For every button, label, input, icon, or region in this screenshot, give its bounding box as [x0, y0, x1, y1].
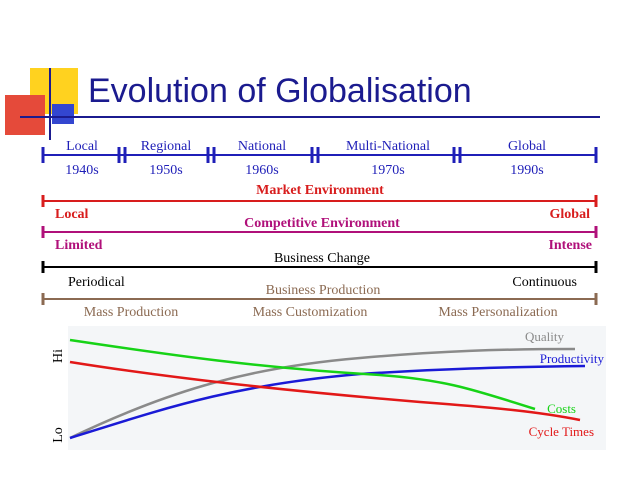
series-line-cycle-times: [69, 360, 581, 422]
timeline: Local 1940s Regional 1950s National 1960…: [41, 139, 598, 178]
series-label-costs: Costs: [547, 401, 576, 416]
era-name-regional: Regional: [141, 139, 192, 154]
spectrum-business-change: Business Change Periodical Continuous: [41, 251, 598, 290]
spectrum-competitive-environment: Competitive Environment Limited Intense: [41, 216, 598, 253]
timeline-ticks: [41, 147, 598, 163]
series-label-productivity: Productivity: [540, 351, 605, 366]
era-decade-local: 1940s: [65, 163, 98, 178]
trend-chart: Hi Lo Quality Productivity Costs Cycle T…: [51, 326, 606, 450]
era-name-global: Global: [508, 139, 546, 154]
spectrum-title: Business Change: [274, 251, 370, 266]
chart-background: [68, 326, 606, 450]
series-label-quality: Quality: [525, 329, 564, 344]
decor-red-square: [5, 95, 45, 135]
business-production: Business Production Mass Production Mass…: [41, 283, 598, 320]
spectrum-title: Market Environment: [256, 183, 384, 198]
y-label-low: Lo: [51, 427, 66, 443]
spectrum-right-label: Intense: [548, 238, 592, 253]
era-decade-regional: 1950s: [149, 163, 182, 178]
spectrum-title: Competitive Environment: [244, 216, 400, 231]
spectrum-left-label: Limited: [55, 238, 103, 253]
series-line-costs: [69, 338, 536, 411]
era-name-local: Local: [66, 139, 98, 154]
era-name-national: National: [238, 139, 286, 154]
era-decade-multinational: 1970s: [371, 163, 404, 178]
decor-horizontal-line: [20, 116, 600, 118]
era-decade-global: 1990s: [510, 163, 543, 178]
production-stage-3: Mass Personalization: [438, 305, 557, 320]
era-name-multinational: Multi-National: [346, 139, 430, 154]
series-label-cycle-times: Cycle Times: [529, 424, 594, 439]
page-title: Evolution of Globalisation: [88, 72, 472, 110]
spectrum-left-label: Local: [55, 207, 89, 222]
spectrum-right-label: Continuous: [512, 275, 577, 290]
production-title: Business Production: [266, 283, 381, 298]
spectrum-left-label: Periodical: [68, 275, 125, 290]
production-stage-2: Mass Customization: [253, 305, 368, 320]
decor-vertical-line: [49, 68, 51, 140]
y-label-high: Hi: [51, 349, 66, 363]
production-stage-1: Mass Production: [84, 305, 179, 320]
spectrum-right-label: Global: [550, 207, 591, 222]
spectrum-market-environment: Market Environment Local Global: [41, 183, 598, 222]
series-line-quality: [69, 347, 576, 440]
decor-blue-square: [52, 104, 74, 124]
era-decade-national: 1960s: [245, 163, 278, 178]
